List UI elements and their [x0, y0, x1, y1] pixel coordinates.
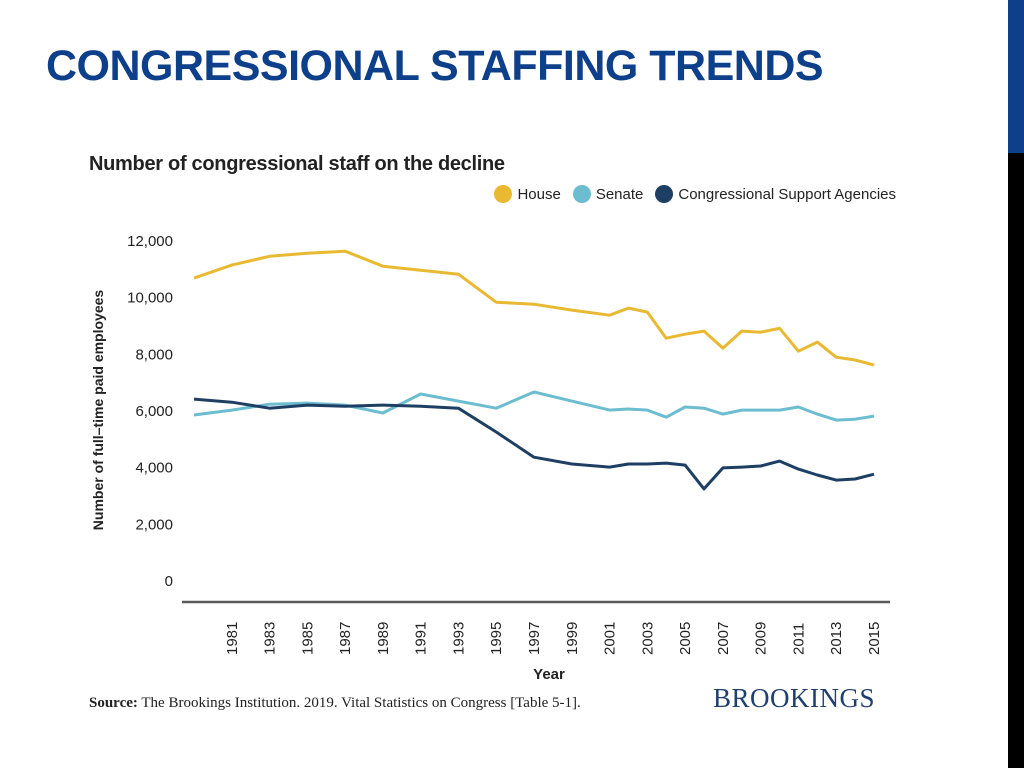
- x-axis-label: Year: [533, 666, 565, 683]
- x-tick-label: 2009: [753, 622, 770, 655]
- source-note: Source: The Brookings Institution. 2019.…: [89, 695, 581, 712]
- chart-title: Number of congressional staff on the dec…: [89, 153, 505, 175]
- x-tick-label: 1999: [564, 622, 581, 655]
- y-tick-label: 2,000: [135, 516, 173, 533]
- y-tick-label: 12,000: [127, 233, 173, 250]
- legend-swatch-senate: [572, 185, 591, 203]
- legend-label-agencies: Congressional Support Agencies: [678, 185, 896, 203]
- y-tick-label: 6,000: [135, 403, 173, 420]
- x-tick-label: 1993: [450, 622, 467, 655]
- brookings-logo: BROOKINGS: [713, 683, 876, 713]
- x-tick-label: 1981: [224, 622, 241, 655]
- accent-bar: [1008, 0, 1024, 153]
- series-lines: [193, 249, 875, 491]
- y-axis-ticks: 0 2,000 4,000 6,000 8,000 10,000 12,000: [127, 233, 173, 590]
- x-tick-label: 1983: [262, 622, 279, 655]
- legend-item-house: House: [494, 185, 561, 203]
- x-tick-label: 1995: [488, 622, 505, 655]
- slide-title: CONGRESSIONAL STAFFING TRENDS: [46, 42, 824, 90]
- x-tick-label: 1989: [375, 622, 392, 655]
- side-bar: [1008, 153, 1024, 768]
- legend-item-agencies: Congressional Support Agencies: [655, 185, 896, 203]
- y-tick-label: 0: [165, 573, 173, 590]
- y-tick-label: 10,000: [127, 290, 173, 307]
- y-axis-label: Number of full–time paid employees: [90, 290, 106, 531]
- source-label: Source:: [89, 695, 138, 711]
- legend-swatch-house: [494, 185, 513, 203]
- house-line: [193, 249, 875, 367]
- support-agencies-line: [193, 397, 875, 491]
- legend-swatch-agencies: [655, 185, 674, 203]
- y-tick-label: 4,000: [135, 460, 173, 477]
- source-text: The Brookings Institution. 2019. Vital S…: [137, 695, 581, 711]
- legend-item-senate: Senate: [572, 185, 644, 203]
- x-tick-label: 2003: [639, 622, 656, 655]
- x-axis-ticks: 1981 1983 1985 1987 1989 1991 1993 1995 1997 1999…: [224, 622, 883, 655]
- legend-label-house: House: [517, 185, 561, 203]
- chart-legend: House Senate Congressional Support Agenc…: [494, 185, 896, 203]
- x-tick-label: 2015: [866, 622, 883, 655]
- x-tick-label: 2007: [715, 622, 732, 655]
- y-tick-label: 8,000: [135, 346, 173, 363]
- x-tick-label: 1985: [299, 622, 316, 655]
- x-tick-label: 1997: [526, 622, 543, 655]
- x-tick-label: 2001: [602, 622, 619, 655]
- x-tick-label: 2005: [677, 622, 694, 655]
- x-tick-label: 1987: [337, 622, 354, 655]
- x-tick-label: 2013: [828, 622, 845, 655]
- legend-label-senate: Senate: [595, 185, 644, 203]
- x-tick-label: 2011: [790, 623, 807, 655]
- x-tick-label: 1991: [413, 622, 430, 655]
